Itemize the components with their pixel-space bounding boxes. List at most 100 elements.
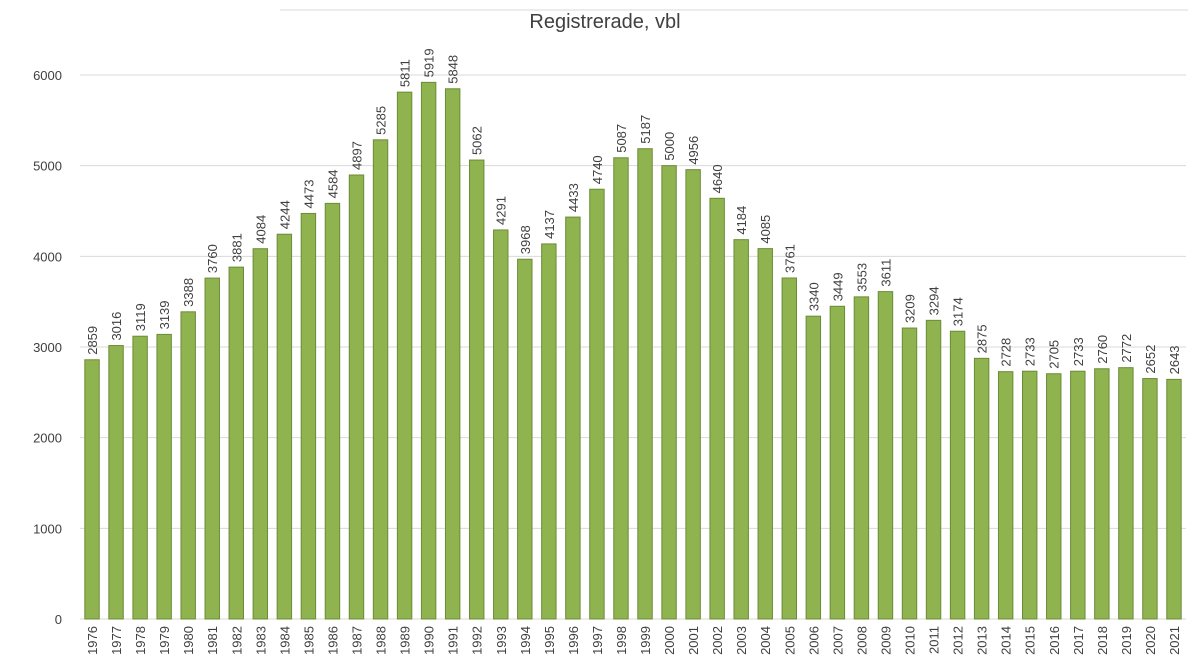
bar (997, 371, 1014, 620)
y-tick-label: 5000 (33, 159, 62, 174)
bar (517, 258, 533, 620)
value-label: 4473 (301, 180, 316, 209)
x-tick-label: 1980 (181, 626, 196, 655)
y-tick-label: 2000 (33, 431, 62, 446)
bar (949, 330, 966, 620)
value-label: 3340 (806, 282, 821, 311)
x-tick-label: 2010 (903, 626, 918, 655)
x-tick-label: 1995 (542, 626, 557, 655)
value-label: 3139 (157, 300, 172, 329)
x-tick-label: 2005 (782, 626, 797, 655)
value-label: 2652 (1143, 345, 1158, 374)
value-label: 2643 (1167, 345, 1182, 374)
bar (973, 357, 990, 620)
x-tick-label: 2002 (710, 626, 725, 655)
bar (132, 335, 148, 620)
x-tick-label: 1993 (494, 626, 509, 655)
value-label: 3294 (927, 286, 942, 315)
bar (781, 277, 797, 620)
chart-title: Registrerade, vbl (529, 11, 680, 33)
value-label: 5000 (662, 132, 677, 161)
value-label: 4584 (325, 169, 340, 198)
x-tick-label: 1994 (518, 626, 533, 655)
x-tick-label: 1996 (566, 626, 581, 655)
bar (324, 202, 341, 620)
x-tick-label: 1981 (205, 626, 220, 655)
value-label: 3611 (878, 259, 893, 287)
x-tick-label: 2006 (806, 626, 821, 655)
value-label: 2705 (1047, 340, 1062, 369)
bar (493, 229, 509, 620)
value-label: 5285 (374, 106, 389, 135)
bar (613, 157, 629, 620)
bar (84, 359, 100, 620)
bar (420, 81, 437, 620)
value-label: 2733 (1023, 337, 1038, 366)
x-tick-label: 2017 (1071, 626, 1086, 655)
x-tick-label: 2012 (951, 626, 966, 655)
value-label: 3760 (205, 244, 220, 273)
x-tick-label: 1990 (422, 626, 437, 655)
bar (180, 311, 196, 620)
value-label: 3449 (830, 272, 845, 301)
x-tick-label: 1976 (85, 626, 100, 655)
bar (1166, 378, 1182, 620)
bar (925, 319, 942, 620)
x-tick-label: 2020 (1143, 626, 1158, 655)
bar (1022, 370, 1038, 620)
y-tick-label: 6000 (33, 68, 62, 83)
value-label: 5087 (614, 124, 629, 153)
x-tick-label: 1987 (350, 626, 365, 655)
y-tick-label: 4000 (33, 249, 62, 264)
x-tick-label: 2000 (662, 626, 677, 655)
x-tick-label: 2019 (1119, 626, 1134, 655)
bar (156, 333, 172, 620)
value-label: 3553 (854, 263, 869, 292)
x-tick-label: 1985 (301, 626, 316, 655)
x-tick-label: 2011 (927, 626, 942, 654)
x-tick-label: 1997 (590, 626, 605, 655)
x-tick-label: 1983 (253, 626, 268, 655)
x-tick-label: 1991 (446, 626, 461, 655)
bar (204, 277, 220, 620)
value-label: 3968 (518, 225, 533, 254)
bar (1070, 370, 1086, 620)
bar (901, 327, 918, 620)
bar (1094, 368, 1110, 620)
bar (853, 296, 870, 620)
x-tick-label: 1989 (398, 626, 413, 655)
x-tick-label: 1982 (229, 626, 244, 655)
x-tick-label: 2014 (999, 626, 1014, 655)
bar (469, 159, 485, 620)
value-label: 2875 (975, 324, 990, 353)
value-label: 4897 (350, 141, 365, 170)
bar (228, 266, 244, 620)
x-tick-label: 2001 (686, 626, 701, 655)
bar (637, 148, 653, 620)
x-tick-label: 2021 (1167, 626, 1182, 655)
value-label: 2772 (1119, 334, 1134, 363)
value-label: 3174 (951, 297, 966, 326)
bar (733, 239, 749, 620)
x-tick-label: 2009 (878, 626, 893, 655)
x-tick-label: 2013 (975, 626, 990, 655)
bar (877, 291, 894, 620)
value-label: 3388 (181, 278, 196, 307)
value-label: 4084 (253, 215, 268, 244)
x-tick-label: 2015 (1023, 626, 1038, 655)
bar (829, 305, 846, 620)
bar (1046, 373, 1062, 620)
value-label: 2760 (1095, 335, 1110, 364)
value-label: 5811 (398, 59, 413, 87)
y-tick-label: 3000 (33, 340, 62, 355)
value-label: 4085 (758, 215, 773, 244)
bar (252, 248, 269, 620)
bar (685, 169, 701, 620)
x-tick-label: 2008 (854, 626, 869, 655)
x-tick-label: 1986 (325, 626, 340, 655)
x-tick-label: 2018 (1095, 626, 1110, 655)
value-label: 4137 (542, 210, 557, 239)
value-label: 2859 (85, 326, 100, 355)
value-label: 4291 (494, 196, 509, 225)
